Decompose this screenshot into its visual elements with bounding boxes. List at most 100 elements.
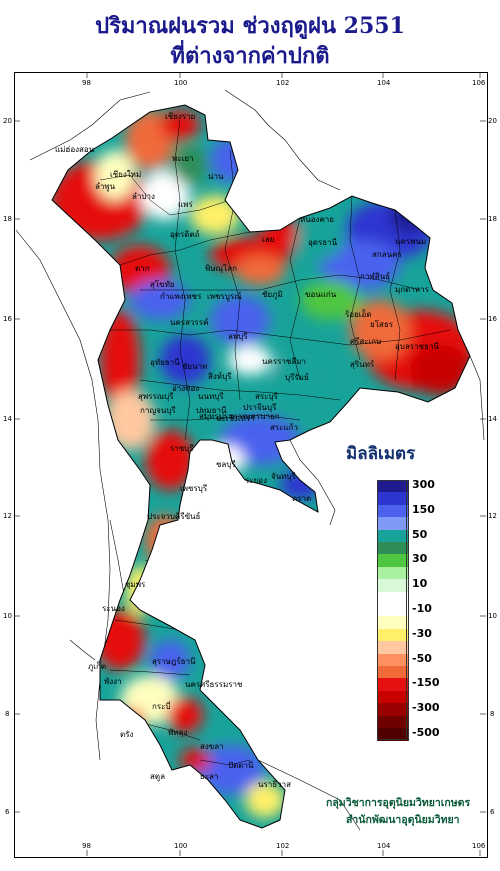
place-label: ชัยภูมิ [262, 290, 283, 299]
place-label: สระแก้ว [270, 423, 298, 432]
legend-label: -30 [412, 626, 432, 640]
place-label: สมุทรปราการ [199, 412, 247, 421]
x-tick-100-bottom: 100 [174, 842, 188, 850]
x-tick-106-top: 106 [472, 79, 486, 87]
place-label: ตาก [135, 264, 150, 273]
legend-label: 50 [412, 527, 428, 541]
graticule-ticks [14, 72, 486, 856]
y-tick-14-left: 14 [3, 415, 12, 423]
place-label: ศรีสะเกษ [350, 337, 382, 346]
y-tick-18-left: 18 [3, 215, 12, 223]
place-label: สกลนคร [372, 250, 402, 259]
place-label: ระนอง [102, 604, 125, 613]
place-label: สตูล [150, 772, 165, 781]
y-tick-12-right: 12 [488, 512, 497, 520]
y-tick-16-left: 16 [3, 315, 12, 323]
place-label: ชลบุรี [216, 460, 236, 469]
place-label: สุโขทัย [150, 280, 175, 289]
place-label: เพชรบุรี [180, 484, 208, 493]
place-label: ราชบุรี [170, 444, 194, 453]
place-label: กาฬสินธุ์ [360, 272, 391, 281]
place-label: ชัยนาท [182, 362, 208, 371]
map-title-line1: ปริมาณฝนรวม ช่วงฤดูฝน 2551 [95, 13, 405, 39]
x-tick-104-bottom: 104 [377, 842, 391, 850]
y-tick-12-left: 12 [3, 512, 12, 520]
y-tick-8-left: 8 [5, 710, 10, 718]
place-label: สระบุรี [255, 392, 278, 401]
place-label: อุตรดิตถ์ [170, 230, 200, 239]
legend-label: -150 [412, 676, 440, 690]
place-label: ยะลา [200, 772, 219, 781]
place-label: อ่างทอง [172, 384, 200, 393]
y-tick-20-left: 20 [3, 117, 12, 125]
place-label: ขอนแก่น [305, 290, 337, 299]
place-label: สิงห์บุรี [208, 372, 232, 381]
place-label: อุดรธานี [308, 238, 338, 247]
y-tick-10-right: 10 [488, 612, 497, 620]
place-label: พะเยา [172, 154, 194, 163]
legend-label: 150 [412, 502, 435, 516]
place-label: ลำปาง [132, 192, 155, 201]
place-label: อุบลราชธานี [395, 342, 439, 351]
place-label: นครพนม [395, 237, 427, 246]
place-label: สุพรรณบุรี [138, 392, 174, 401]
place-label: สงขลา [200, 742, 224, 751]
y-tick-10-left: 10 [3, 612, 12, 620]
place-label: เชียงใหม่ [110, 170, 142, 179]
place-label: ปทุมธานี [196, 406, 227, 415]
place-label: ปัตตานี [228, 761, 254, 770]
place-label: มุกดาหาร [395, 285, 429, 294]
x-tick-104-top: 104 [377, 79, 391, 87]
place-label: กาญจนบุรี [140, 406, 176, 415]
place-label: จันทบุรี [271, 472, 296, 481]
place-label: กระบี่ [152, 702, 171, 711]
place-label: นครราชสีมา [262, 357, 306, 366]
place-label: ลพบุรี [228, 332, 248, 341]
x-tick-102-bottom: 102 [276, 842, 290, 850]
legend-label: 30 [412, 552, 428, 566]
legend-label: -300 [412, 701, 440, 715]
place-label: พิษณุโลก [205, 264, 238, 273]
place-label: อุทัยธานี [150, 358, 180, 367]
y-tick-6-left: 6 [5, 808, 10, 816]
place-label: แม่ฮ่องสอน [55, 145, 95, 154]
place-label: เชียงราย [165, 112, 196, 121]
place-label: แพร่ [178, 200, 193, 209]
place-label: นราธิวาส [258, 780, 292, 789]
place-label: กำแพงเพชร [160, 292, 202, 301]
place-label: ฉะเชิงเทรา [216, 414, 255, 423]
place-label: นครสวรรค์ [170, 318, 209, 327]
place-label: สุราษฎร์ธานี [152, 657, 196, 666]
x-tick-98-bottom: 98 [82, 842, 91, 850]
place-label: ระยอง [245, 476, 267, 485]
y-tick-8-right: 8 [490, 710, 495, 718]
place-label: ลำพูน [95, 182, 116, 191]
place-label: นนทบุรี [198, 392, 224, 401]
place-label: ร้อยเอ็ด [345, 310, 372, 319]
place-label: เพชรบูรณ์ [207, 292, 242, 301]
y-tick-18-right: 18 [488, 215, 497, 223]
x-tick-106-bottom: 106 [472, 842, 486, 850]
legend-title: มิลลิเมตร [346, 444, 416, 464]
place-label: ประจวบคีรีขันธ์ [147, 512, 201, 521]
place-label: ตรัง [120, 730, 134, 739]
legend-frame [377, 480, 407, 741]
place-label: พังงา [104, 677, 122, 686]
place-label: ตราด [292, 494, 312, 503]
credit-line1: กลุ่มวิชาการอุตุนิยมวิทยาเกษตร [326, 797, 471, 809]
legend-label: 10 [412, 577, 428, 591]
y-tick-20-right: 20 [488, 117, 497, 125]
credit-line2: สำนักพัฒนาอุตุนิยมวิทยา [346, 814, 460, 826]
x-tick-98-top: 98 [82, 79, 91, 87]
x-tick-102-top: 102 [276, 79, 290, 87]
x-tick-100-top: 100 [174, 79, 188, 87]
place-label: ยโสธร [370, 320, 394, 329]
place-label: พัทลุง [168, 728, 188, 737]
y-tick-16-right: 16 [488, 315, 497, 323]
y-tick-14-right: 14 [488, 415, 497, 423]
place-label: ปราจีนบุรี [243, 403, 277, 412]
place-label: นครศรีธรรมราช [185, 680, 243, 689]
province-borders [99, 119, 451, 766]
